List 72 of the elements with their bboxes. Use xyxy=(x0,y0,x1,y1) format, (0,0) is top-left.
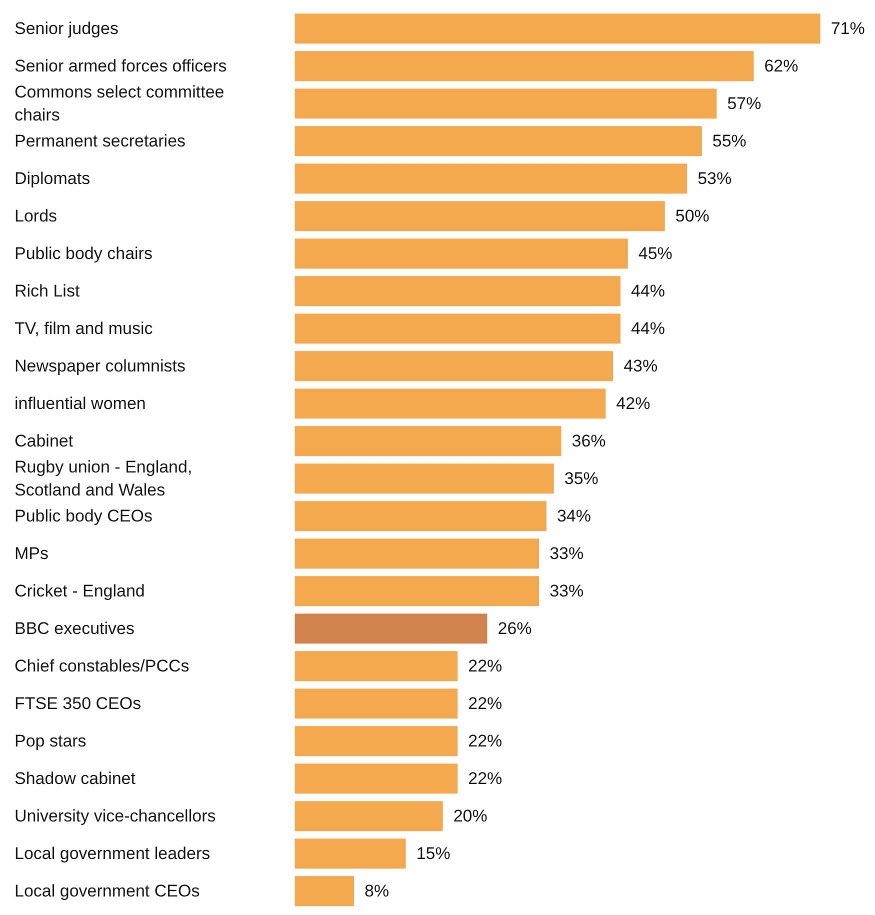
y-tick-label: Cabinet xyxy=(14,432,74,451)
data-label: 22% xyxy=(468,694,502,714)
y-tick-label: MPs xyxy=(14,544,48,564)
y-tick-label: Commons select committee chairs xyxy=(14,82,224,125)
bar xyxy=(294,238,628,269)
bar xyxy=(294,614,488,644)
bar xyxy=(294,88,717,119)
y-tick-label: Rich List xyxy=(14,282,80,301)
y-tick-label: influential women xyxy=(14,394,146,414)
bar xyxy=(294,726,458,756)
bar xyxy=(294,464,554,494)
y-tick-label: Local government leaders xyxy=(14,844,210,864)
data-label: 36% xyxy=(572,432,606,451)
bar xyxy=(294,426,562,456)
y-tick-label: TV, film and music xyxy=(14,319,154,338)
y-tick-label: Diplomats xyxy=(14,169,90,188)
data-label: 45% xyxy=(638,244,672,264)
bar xyxy=(294,801,443,832)
y-tick-label: Pop stars xyxy=(14,732,86,751)
bar xyxy=(294,538,540,569)
y-tick-label: Cricket - England xyxy=(14,582,145,601)
bar xyxy=(294,651,458,682)
bar xyxy=(294,501,546,532)
bar xyxy=(294,351,614,382)
data-label: 71% xyxy=(830,19,865,38)
bar xyxy=(294,51,754,82)
y-tick-label: Local government CEOs xyxy=(14,882,200,901)
y-tick-label: University vice-chancellors xyxy=(14,806,216,826)
y-tick-label: Public body chairs xyxy=(14,244,152,264)
y-tick-label: Public body CEOs xyxy=(14,506,152,526)
data-label: 42% xyxy=(616,394,650,414)
data-label: 22% xyxy=(468,769,502,788)
data-label: 26% xyxy=(498,619,532,638)
data-label: 8% xyxy=(364,882,390,901)
bar xyxy=(294,314,620,344)
data-label: 22% xyxy=(468,732,502,751)
data-label: 20% xyxy=(453,806,488,826)
y-tick-label: Newspaper columnists xyxy=(14,356,186,376)
bar xyxy=(294,14,820,44)
data-label: 15% xyxy=(416,844,450,864)
bar xyxy=(294,201,665,232)
y-tick-label: Lords xyxy=(14,206,58,226)
bar xyxy=(294,388,606,419)
bar xyxy=(294,876,354,906)
data-label: 33% xyxy=(550,582,584,601)
data-label: 44% xyxy=(630,319,666,338)
y-tick-label: Shadow cabinet xyxy=(14,769,136,788)
data-label: 55% xyxy=(712,132,746,151)
data-label: 53% xyxy=(698,169,732,188)
bar xyxy=(294,276,620,306)
y-tick-label: BBC executives xyxy=(14,619,134,638)
bar xyxy=(294,126,702,156)
bar xyxy=(294,164,688,194)
data-label: 22% xyxy=(468,656,502,676)
data-label: 33% xyxy=(550,544,584,564)
y-tick-label: FTSE 350 CEOs xyxy=(14,694,142,714)
y-tick-label: Rugby union - England, Scotland and Wales xyxy=(14,458,192,500)
y-tick-label: Senior armed forces officers xyxy=(14,56,227,76)
data-label: 34% xyxy=(556,506,591,526)
data-label: 35% xyxy=(564,469,598,488)
y-tick-label: Permanent secretaries xyxy=(14,132,186,151)
y-tick-label: Senior judges xyxy=(14,19,118,38)
data-label: 57% xyxy=(727,94,762,114)
data-label: 43% xyxy=(624,356,658,376)
bar xyxy=(294,688,458,719)
data-label: 50% xyxy=(675,206,710,226)
bar xyxy=(294,764,458,794)
bar xyxy=(294,838,406,869)
data-label: 44% xyxy=(630,282,666,301)
bar xyxy=(294,576,540,606)
data-label: 62% xyxy=(764,56,798,76)
y-tick-label: Chief constables/PCCs xyxy=(14,656,190,676)
